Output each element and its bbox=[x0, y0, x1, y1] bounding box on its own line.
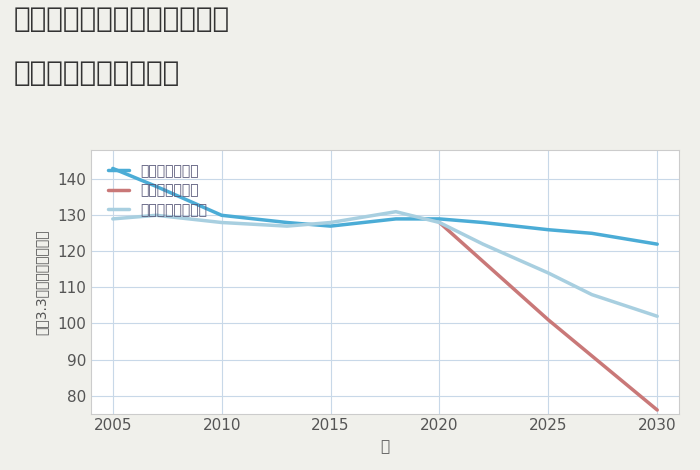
ノーマルシナリオ bbox=[283, 223, 291, 229]
グッドシナリオ bbox=[152, 184, 160, 189]
ノーマルシナリオ bbox=[653, 313, 662, 319]
グッドシナリオ bbox=[544, 227, 552, 233]
グッドシナリオ bbox=[326, 223, 335, 229]
グッドシナリオ bbox=[653, 241, 662, 247]
ノーマルシナリオ bbox=[218, 219, 226, 225]
X-axis label: 年: 年 bbox=[380, 439, 390, 454]
Line: ノーマルシナリオ: ノーマルシナリオ bbox=[113, 212, 657, 316]
Legend: グッドシナリオ, バッドシナリオ, ノーマルシナリオ: グッドシナリオ, バッドシナリオ, ノーマルシナリオ bbox=[104, 160, 211, 221]
ノーマルシナリオ bbox=[392, 209, 400, 214]
グッドシナリオ bbox=[435, 216, 444, 222]
ノーマルシナリオ bbox=[544, 270, 552, 276]
グッドシナリオ bbox=[218, 212, 226, 218]
グッドシナリオ bbox=[283, 219, 291, 225]
ノーマルシナリオ bbox=[152, 212, 160, 218]
ノーマルシナリオ bbox=[479, 241, 487, 247]
ノーマルシナリオ bbox=[326, 219, 335, 225]
バッドシナリオ bbox=[435, 219, 444, 225]
Text: 神奈川県横浜市南区共進町の: 神奈川県横浜市南区共進町の bbox=[14, 5, 230, 33]
バッドシナリオ bbox=[653, 407, 662, 413]
Line: バッドシナリオ: バッドシナリオ bbox=[440, 222, 657, 410]
Y-axis label: 坪（3.3㎡）単価（万円）: 坪（3.3㎡）単価（万円） bbox=[35, 229, 49, 335]
グッドシナリオ bbox=[588, 230, 596, 236]
Text: 中古戸建ての価格推移: 中古戸建ての価格推移 bbox=[14, 59, 181, 87]
グッドシナリオ bbox=[392, 216, 400, 222]
グッドシナリオ bbox=[479, 219, 487, 225]
ノーマルシナリオ bbox=[108, 216, 117, 222]
ノーマルシナリオ bbox=[588, 292, 596, 298]
Line: グッドシナリオ: グッドシナリオ bbox=[113, 168, 657, 244]
バッドシナリオ bbox=[544, 317, 552, 323]
グッドシナリオ bbox=[108, 165, 117, 171]
ノーマルシナリオ bbox=[435, 219, 444, 225]
